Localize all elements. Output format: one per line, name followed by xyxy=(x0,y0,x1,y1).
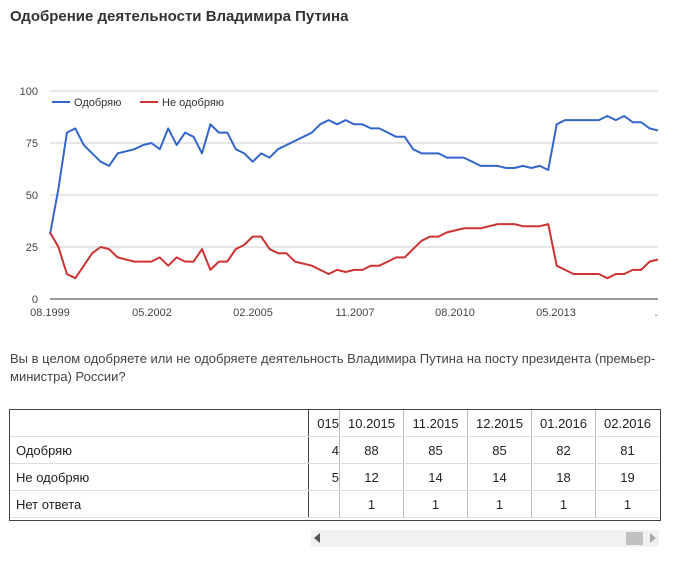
results-table-container[interactable]: 015 10.2015 11.2015 12.2015 01.2016 02.2… xyxy=(9,409,661,521)
table-cell: 5 xyxy=(308,463,340,491)
x-tick-label: 11.2007 xyxy=(336,307,375,319)
table-cell: 82 xyxy=(531,436,596,464)
table-cell: 1 xyxy=(339,490,404,518)
table-cell: 1 xyxy=(467,490,532,518)
table-cell: 18 xyxy=(531,463,596,491)
table-header-cell: 12.2015 xyxy=(467,410,532,437)
series-line xyxy=(49,115,659,235)
table-cell: 12 xyxy=(339,463,404,491)
table-cell: 4 xyxy=(308,436,340,464)
table-cell xyxy=(308,490,340,518)
table-row: Нет ответа 1 1 1 1 1 xyxy=(10,490,659,518)
table-row: Не одобряю 5 12 14 14 18 19 xyxy=(10,463,659,491)
table-header-cell: 02.2016 xyxy=(595,410,659,437)
series-line xyxy=(49,223,659,280)
scroll-left-arrow-icon[interactable] xyxy=(314,533,320,543)
row-label: Нет ответа xyxy=(10,490,309,518)
y-tick-label: 50 xyxy=(26,190,38,202)
x-tick-label: 08.2010 xyxy=(435,307,475,319)
table-cell: 88 xyxy=(339,436,404,464)
table-cell: 1 xyxy=(595,490,659,518)
horizontal-scrollbar[interactable] xyxy=(311,530,659,547)
table-cell: 1 xyxy=(403,490,468,518)
row-label: Не одобряю xyxy=(10,463,309,491)
table-cell: 19 xyxy=(595,463,659,491)
page-title: Одобрение деятельности Владимира Путина xyxy=(10,8,349,25)
table-header-cell: 11.2015 xyxy=(403,410,468,437)
y-tick-label: 0 xyxy=(32,294,38,306)
table-header-cell: 10.2015 xyxy=(339,410,404,437)
table-header-cell: 015 xyxy=(308,410,340,437)
table-header-row: 015 10.2015 11.2015 12.2015 01.2016 02.2… xyxy=(10,410,659,437)
scroll-right-arrow-icon[interactable] xyxy=(650,533,656,543)
row-label: Одобряю xyxy=(10,436,309,464)
x-tick-label: . xyxy=(654,307,657,319)
x-tick-label: 05.2002 xyxy=(132,307,172,319)
approval-line-chart: 0 25 50 75 100 08.1999 05.2002 02.2005 11.2007 08… xyxy=(20,86,659,319)
y-tick-label: 25 xyxy=(26,242,38,254)
table-row: Одобряю 4 88 85 85 82 81 xyxy=(10,436,659,464)
table-corner-cell xyxy=(10,410,309,437)
x-tick-label: 08.1999 xyxy=(30,307,70,319)
table-header-cell: 01.2016 xyxy=(531,410,596,437)
table-cell: 1 xyxy=(531,490,596,518)
y-tick-label: 75 xyxy=(26,138,38,150)
table-cell: 85 xyxy=(467,436,532,464)
table-cell: 14 xyxy=(467,463,532,491)
y-tick-label: 100 xyxy=(20,86,38,98)
survey-question: Вы в целом одобряете или не одобряете де… xyxy=(10,351,656,384)
legend-label: Одобряю xyxy=(74,97,121,109)
results-table: 015 10.2015 11.2015 12.2015 01.2016 02.2… xyxy=(10,410,659,518)
x-tick-label: 02.2005 xyxy=(233,307,273,319)
legend-label: Не одобряю xyxy=(162,97,224,109)
table-cell: 81 xyxy=(595,436,659,464)
table-cell: 14 xyxy=(403,463,468,491)
scroll-thumb[interactable] xyxy=(626,532,643,545)
table-cell: 85 xyxy=(403,436,468,464)
x-tick-label: 05.2013 xyxy=(536,307,576,319)
